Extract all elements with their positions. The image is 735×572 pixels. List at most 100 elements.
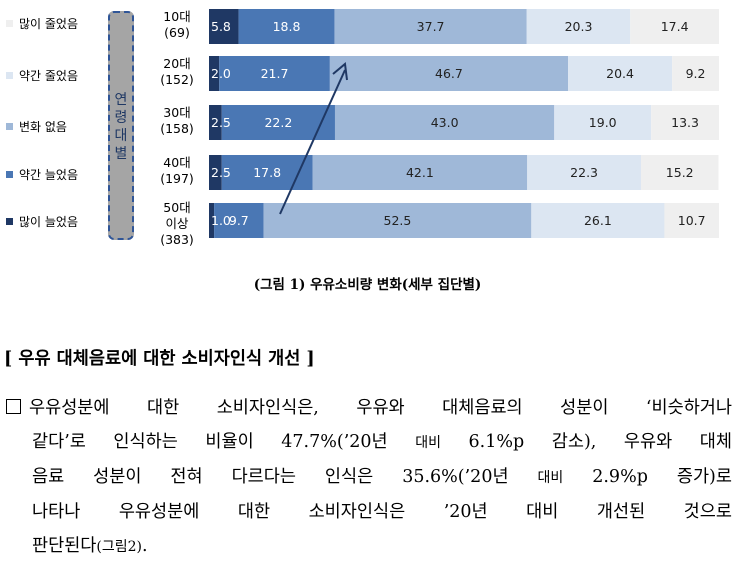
row-label-line: 30대 <box>163 105 191 120</box>
figure-caption: (그림 1) 우유소비량 변화(세부 집단별) <box>253 277 482 293</box>
data-label: 2.5 <box>211 115 231 130</box>
paragraph-line-3b: 대비 <box>537 470 564 486</box>
bar-segment <box>334 105 555 140</box>
data-label: 26.1 <box>584 213 612 228</box>
bar-segment <box>238 9 335 44</box>
data-label: 21.7 <box>261 66 289 81</box>
data-label: 20.3 <box>565 19 593 34</box>
bar-segment <box>209 56 220 91</box>
data-label: 52.5 <box>384 213 412 228</box>
bar-segment <box>214 203 264 238</box>
legend-swatch <box>6 171 13 178</box>
legend-item: 변화 없음 <box>6 118 67 135</box>
bar-segment <box>630 9 719 44</box>
group-label-char: 별 <box>114 146 128 162</box>
bar-segment <box>640 155 719 190</box>
legend-swatch <box>6 20 13 27</box>
data-label: 37.7 <box>417 19 445 34</box>
legend-label: 많이 줄었음 <box>19 17 79 31</box>
data-label: 13.3 <box>671 115 699 130</box>
data-label: 20.4 <box>606 66 634 81</box>
stacked-bar-chart: 5.8 18.8 37.7 20.3 17.4 2.0 21.7 46.7 20.4 9.2 2.5… <box>209 9 719 238</box>
paragraph-line-1: 우유성분에 대한 소비자인식은, 우유와 대체음료의 성분이 ‘비슷하거나 <box>29 398 732 418</box>
paragraph-line-2c: 6.1%p 감소), 우유와 대체 <box>440 432 732 452</box>
data-label: 15.2 <box>666 165 694 180</box>
bar-segment <box>531 203 665 238</box>
bar-segment <box>209 203 215 238</box>
paragraph-line-5a: 판단된다 <box>32 536 97 556</box>
paragraph-line-4: 나타나 우유성분에 대한 소비자인식은 ’20년 대비 개선된 것으로 <box>32 502 732 522</box>
paragraph-line-3a: 음료 성분이 전혀 다르다는 인식은 35.6%(’20년 <box>32 467 538 487</box>
row-label-line: 10대 <box>163 9 191 24</box>
section-title: [ 우유 대체음료에 대한 소비자인식 개선 ] <box>4 349 315 369</box>
bar-segment <box>526 9 631 44</box>
bar-segment <box>209 9 239 44</box>
data-label: 9.2 <box>686 66 706 81</box>
row-label-line: 이상 <box>165 216 189 231</box>
bar-segment <box>527 155 641 190</box>
data-label: 2.5 <box>211 165 231 180</box>
row-label-line: 50대 <box>163 200 191 215</box>
bar-segment <box>651 105 719 140</box>
value-labels-group: 5.8 18.8 37.7 20.3 17.4 2.0 21.7 46.7 20.4 9.2 2.5… <box>211 19 706 228</box>
data-label: 18.8 <box>273 19 301 34</box>
row-label-line: (69) <box>164 25 190 40</box>
data-label: 1.0 <box>211 213 231 228</box>
group-label-char: 연 <box>114 92 128 108</box>
bar-segment <box>209 105 222 140</box>
trend-arrow <box>279 62 348 215</box>
row-label: 40대 (197) <box>150 155 204 187</box>
row-label-line: 40대 <box>163 155 191 170</box>
row-label-line: (197) <box>160 171 194 186</box>
bar-segment <box>329 56 569 91</box>
data-label: 9.7 <box>229 213 249 228</box>
bar-segment <box>263 203 532 238</box>
legend-item: 약간 줄었음 <box>6 67 78 84</box>
legend-swatch <box>6 218 13 225</box>
bar-segment <box>219 56 330 91</box>
legend-item: 많이 늘었음 <box>6 213 78 230</box>
paragraph-line-2a: 같다’로 인식하는 비율이 47.7%(’20년 <box>32 432 416 452</box>
bar-segment <box>312 155 528 190</box>
legend-swatch <box>6 123 13 130</box>
paragraph-line-5c: . <box>142 536 148 556</box>
group-label-char: 령 <box>114 110 128 126</box>
legend-item: 많이 줄었음 <box>6 15 78 32</box>
legend-label: 변화 없음 <box>19 120 67 134</box>
data-label: 22.3 <box>570 165 598 180</box>
data-label: 43.0 <box>431 115 459 130</box>
row-label: 30대 (158) <box>150 105 204 137</box>
bars-group <box>209 9 719 238</box>
row-label-line: (158) <box>160 121 194 136</box>
row-label: 10대 (69) <box>150 9 204 41</box>
bar-segment <box>568 56 673 91</box>
group-label-char: 대 <box>114 128 128 144</box>
data-label: 10.7 <box>678 213 706 228</box>
data-label: 22.2 <box>264 115 292 130</box>
data-label: 5.8 <box>211 19 231 34</box>
row-label-line: (152) <box>160 72 194 87</box>
paragraph-line-3c: 2.9%p 증가)로 <box>563 467 732 487</box>
legend-swatch <box>6 72 13 79</box>
legend-label: 약간 늘었음 <box>19 168 79 182</box>
bar-segment <box>664 203 719 238</box>
bar-segment <box>221 155 313 190</box>
data-label: 2.0 <box>211 66 231 81</box>
bar-segment <box>334 9 527 44</box>
body-paragraph: 우유성분에 대한 소비자인식은, 우유와 대체음료의 성분이 ‘비슷하거나 같다… <box>6 391 732 564</box>
row-label-line: (383) <box>160 232 194 247</box>
row-label: 20대 (152) <box>150 56 204 88</box>
legend-label: 약간 줄었음 <box>19 69 79 83</box>
paragraph-line-2b: 대비 <box>415 435 441 451</box>
bar-segment <box>554 105 652 140</box>
data-label: 17.8 <box>253 165 281 180</box>
legend-item: 약간 늘었음 <box>6 166 78 183</box>
data-label: 46.7 <box>435 66 463 81</box>
row-label: 50대 이상 (383) <box>150 200 204 248</box>
bar-segment <box>209 155 222 190</box>
data-label: 42.1 <box>406 165 434 180</box>
legend-label: 많이 늘었음 <box>19 215 79 229</box>
paragraph-line-5b: (그림2) <box>96 539 142 555</box>
